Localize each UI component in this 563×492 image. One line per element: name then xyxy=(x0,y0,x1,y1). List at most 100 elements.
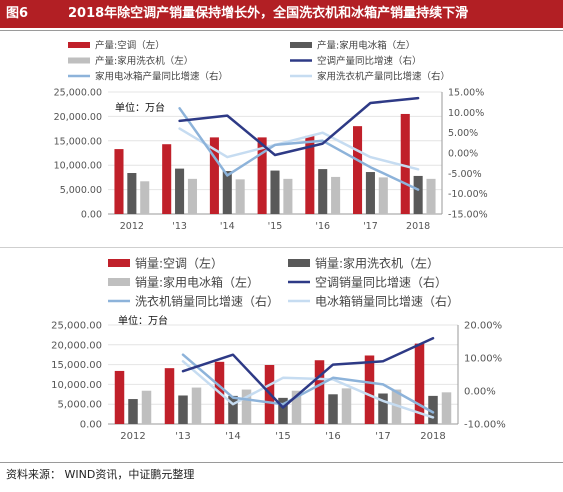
y2-tick-label-6: 15.00% xyxy=(448,88,484,99)
bar-s2-5 xyxy=(391,389,402,424)
y-tick-label-4: 20,000.00 xyxy=(51,340,102,351)
bar-s1-0 xyxy=(128,399,138,424)
y2-tick-label-0: -10.00% xyxy=(464,420,506,431)
x-tick-label-2: '14 xyxy=(220,221,235,232)
line-series-5 xyxy=(181,360,435,419)
legend-label-4: 洗衣机销量同比增速（右） xyxy=(135,294,279,309)
y2-tick-label-2: -5.00% xyxy=(448,169,482,180)
x-tick-label-1: '13 xyxy=(175,431,190,442)
y2-tick-label-0: -15.00% xyxy=(448,210,488,221)
y-tick-label-0: 0.00 xyxy=(81,210,102,221)
line-series-5 xyxy=(178,127,420,171)
bar-s2-1 xyxy=(191,387,202,424)
bar-s0-5 xyxy=(364,355,375,424)
legend-label-3: 空调产量同比增速（右） xyxy=(317,55,422,67)
legend-label-0: 产量:空调（左） xyxy=(95,40,165,52)
y2-tick-label-3: 20.00% xyxy=(464,321,502,332)
bar-s2-1 xyxy=(187,178,197,214)
y-tick-label-3: 15,000.00 xyxy=(54,136,102,147)
legend-label-2: 产量:家用洗衣机（左） xyxy=(95,55,193,67)
line-series-3 xyxy=(181,336,435,409)
x-tick-label-2: '14 xyxy=(225,431,240,442)
bar-s1-4 xyxy=(328,394,338,424)
y-tick-label-4: 20,000.00 xyxy=(54,112,102,123)
legend-swatch-0 xyxy=(108,259,130,267)
unit-label: 单位：万台 xyxy=(115,101,165,114)
y-tick-label-1: 5,000.00 xyxy=(60,185,102,196)
figure-title-bar: 图6 2018年除空调产销量保持增长外，全国洗衣机和冰箱产销量持续下滑 xyxy=(0,0,563,28)
x-tick-label-6: 2018 xyxy=(420,431,445,442)
bar-s0-6 xyxy=(400,113,410,214)
bar-s0-0 xyxy=(114,370,125,424)
bar-s1-5 xyxy=(365,172,375,214)
y2-tick-label-1: -10.00% xyxy=(448,189,488,200)
chart-separator xyxy=(0,247,563,248)
figure-number: 图6 xyxy=(6,6,29,21)
y-tick-label-2: 10,000.00 xyxy=(54,161,102,172)
y2-tick-label-3: 0.00% xyxy=(448,149,478,160)
legend-swatch-2 xyxy=(108,278,130,286)
source-note: 资料来源： WIND资讯，中证鹏元整理 xyxy=(6,468,195,481)
legend-swatch-1 xyxy=(288,259,310,267)
x-tick-label-1: '13 xyxy=(172,221,187,232)
sales-chart: 销量:空调（左） 销量:家用洗衣机（左） 销量:家用电冰箱（左） 空调销量同比增速（右… xyxy=(51,256,506,442)
legend-label-5: 家用洗衣机产量同比增速（右） xyxy=(317,71,450,83)
legend-label-2: 销量:家用电冰箱（左） xyxy=(135,275,259,290)
footer-rule xyxy=(0,462,563,463)
legend-label-1: 销量:家用洗衣机（左） xyxy=(315,256,439,271)
bar-s1-4 xyxy=(318,169,328,214)
legend-label-4: 家用电冰箱产量同比增速（右） xyxy=(95,71,228,83)
y2-tick-label-4: 5.00% xyxy=(448,128,478,139)
bar-s1-6 xyxy=(413,175,423,214)
y-tick-label-3: 15,000.00 xyxy=(51,360,102,371)
y-tick-label-0: 0.00 xyxy=(80,420,102,431)
bar-s2-6 xyxy=(441,392,452,424)
bar-s0-1 xyxy=(162,144,172,214)
bar-s1-3 xyxy=(270,170,280,214)
y2-tick-label-2: 10.00% xyxy=(464,354,502,365)
legend-swatch-0 xyxy=(68,42,90,48)
bar-s2-3 xyxy=(291,390,302,424)
bar-s1-0 xyxy=(127,173,137,214)
production-chart: 产量:空调（左） 产量:家用电冰箱（左） 产量:家用洗衣机（左） 空调产量同比增速（右… xyxy=(54,40,488,232)
legend-label-5: 电冰箱销量同比增速（右） xyxy=(315,294,459,309)
y-tick-label-5: 25,000.00 xyxy=(54,88,102,99)
unit-label: 单位：万台 xyxy=(118,314,168,327)
legend-label-3: 空调销量同比增速（右） xyxy=(315,275,447,290)
x-tick-label-4: '16 xyxy=(315,221,330,232)
bar-s1-1 xyxy=(175,168,185,214)
bar-s0-1 xyxy=(164,368,175,424)
x-tick-label-5: '17 xyxy=(363,221,378,232)
bar-s2-0 xyxy=(141,390,152,424)
bar-s0-2 xyxy=(209,137,219,214)
figure-title: 2018年除空调产销量保持增长外，全国洗衣机和冰箱产销量持续下滑 xyxy=(68,6,469,21)
title-rule xyxy=(0,30,563,31)
legend-swatch-1 xyxy=(290,42,312,48)
x-tick-label-6: 2018 xyxy=(406,221,430,232)
y2-tick-label-5: 10.00% xyxy=(448,108,484,119)
y-tick-label-1: 5,000.00 xyxy=(57,400,102,411)
bar-s1-1 xyxy=(178,395,188,424)
y-tick-label-5: 25,000.00 xyxy=(51,321,102,332)
y2-tick-label-1: 0.00% xyxy=(464,387,496,398)
bar-s0-4 xyxy=(305,135,315,214)
bar-s2-2 xyxy=(235,179,245,214)
bar-s2-4 xyxy=(331,176,341,214)
bar-s2-0 xyxy=(140,181,150,214)
bar-s1-6 xyxy=(428,395,438,424)
x-tick-label-3: '15 xyxy=(275,431,290,442)
line-series-3 xyxy=(178,96,420,157)
legend-label-1: 产量:家用电冰箱（左） xyxy=(317,40,415,52)
bar-s2-2 xyxy=(241,389,252,424)
bar-s0-3 xyxy=(257,137,267,214)
bar-s0-6 xyxy=(414,343,425,424)
bar-s0-0 xyxy=(114,149,124,214)
x-tick-label-0: 2012 xyxy=(120,221,144,232)
x-tick-label-5: '17 xyxy=(375,431,390,442)
line-series-4 xyxy=(181,353,435,414)
x-tick-label-4: '16 xyxy=(325,431,340,442)
bar-s1-3 xyxy=(278,397,288,424)
y-tick-label-2: 10,000.00 xyxy=(51,380,102,391)
legend-label-0: 销量:空调（左） xyxy=(135,256,223,271)
bar-s2-4 xyxy=(341,388,352,424)
